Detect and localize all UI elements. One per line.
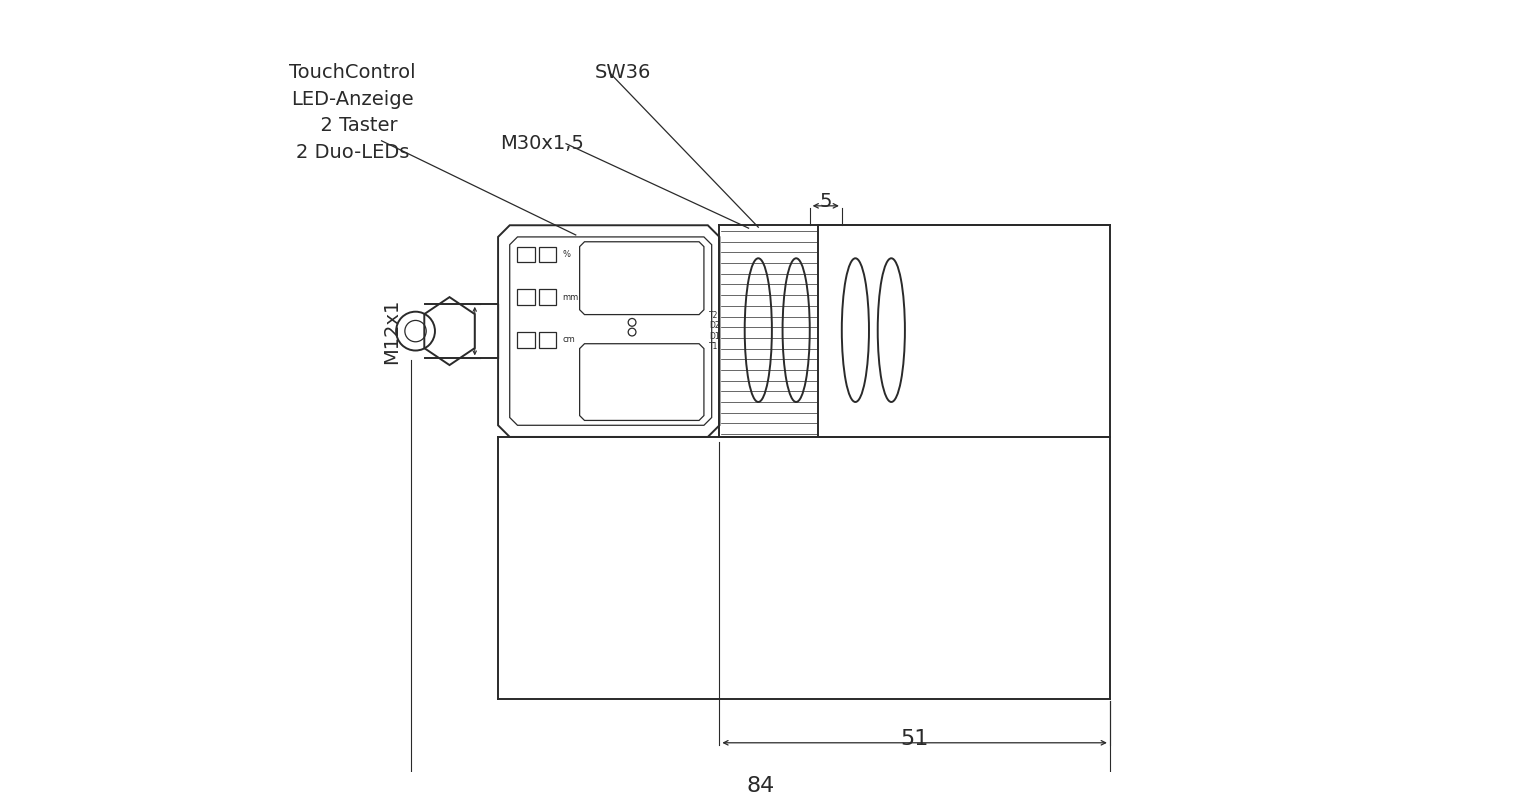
Text: 84: 84 — [746, 776, 774, 795]
Text: cm: cm — [562, 335, 574, 344]
Text: TouchControl
LED-Anzeige
  2 Taster
2 Duo-LEDs: TouchControl LED-Anzeige 2 Taster 2 Duo-… — [289, 63, 416, 161]
Text: 51: 51 — [900, 729, 929, 749]
Text: %: % — [562, 250, 570, 259]
Text: M30x1,5: M30x1,5 — [501, 134, 584, 153]
Text: T2
D2
D1
T1: T2 D2 D1 T1 — [708, 311, 719, 351]
Text: M12x1: M12x1 — [382, 298, 401, 364]
Text: 5: 5 — [820, 192, 833, 211]
Text: SW36: SW36 — [594, 64, 651, 83]
Text: mm: mm — [562, 293, 579, 301]
